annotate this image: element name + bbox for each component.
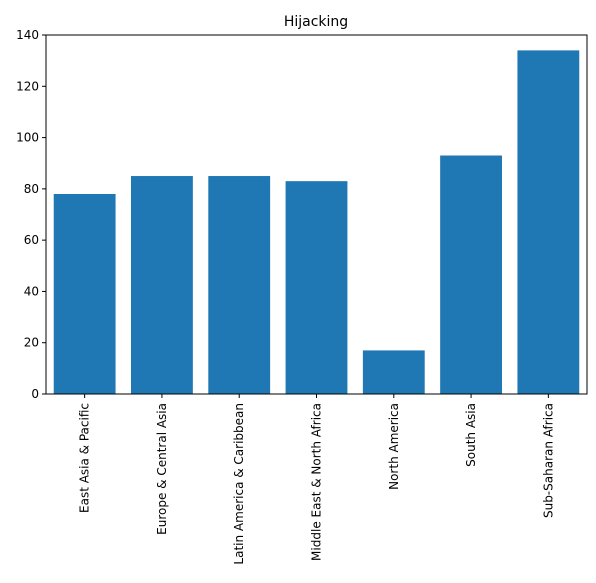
bar-5 [440, 155, 502, 394]
y-tick-label-3: 60 [24, 233, 39, 247]
bar-4 [362, 350, 425, 394]
bar-0 [53, 193, 116, 394]
y-tick-label-7: 140 [16, 28, 39, 42]
bar-1 [131, 176, 193, 394]
chart-title: Hijacking [284, 14, 348, 30]
x-axis: East Asia & Pacific Europe & Central Asia… [78, 394, 555, 565]
x-tick-label-2: Latin America & Caribbean [232, 403, 246, 565]
bar-3 [285, 181, 348, 394]
y-tick-label-6: 120 [16, 79, 39, 93]
bar-6 [517, 50, 580, 394]
x-tick-label-5: South Asia [464, 403, 478, 467]
y-tick-label-4: 80 [24, 182, 39, 196]
y-axis: 0 20 40 60 80 100 120 140 [16, 28, 46, 401]
y-tick-label-2: 40 [24, 284, 39, 298]
y-tick-label-0: 0 [31, 387, 39, 401]
x-tick-label-1: Europe & Central Asia [155, 403, 169, 535]
plot-frame [45, 34, 588, 395]
bar-2 [208, 176, 271, 394]
y-tick-label-1: 20 [24, 336, 39, 350]
x-tick-label-0: East Asia & Pacific [78, 403, 92, 513]
y-tick-label-5: 100 [16, 131, 39, 145]
x-tick-label-3: Middle East & North Africa [310, 403, 324, 561]
x-tick-label-4: North America [387, 403, 401, 490]
x-tick-label-6: Sub-Saharan Africa [541, 403, 555, 518]
bars-group [53, 50, 580, 394]
